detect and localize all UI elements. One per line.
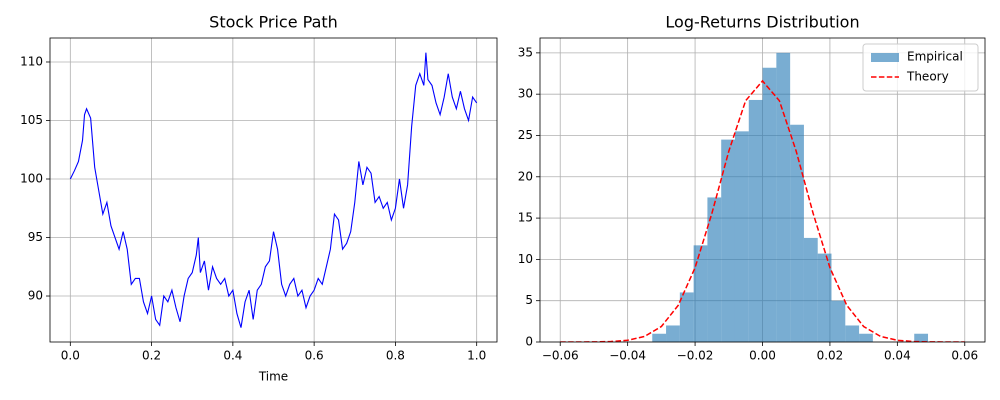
chart-title: Log-Returns Distribution [665,13,859,32]
x-tick-label: 0.0 [61,349,80,363]
histogram-bar [831,300,846,342]
y-tick-label: 15 [518,211,533,225]
y-tick-label: 5 [525,293,533,307]
y-tick-label: 100 [20,172,43,186]
y-tick-label: 105 [20,113,43,127]
y-tick-label: 30 [518,87,533,101]
histogram-bar [652,333,667,342]
histogram-bar [693,245,708,342]
legend-label: Theory [906,70,949,84]
chart-title: Stock Price Path [209,13,338,32]
histogram-bar [776,52,791,342]
x-tick-label: −0.06 [542,349,579,363]
y-tick-label: 10 [518,252,533,266]
x-tick-label: −0.02 [677,349,714,363]
histogram-bar [721,139,735,342]
x-tick-label: 0.06 [951,349,978,363]
x-axis-label: Time [258,370,288,384]
legend-swatch [871,53,899,62]
histogram-bar [845,325,860,342]
legend: Empirical Theory [862,43,979,92]
theory-line [560,79,965,342]
y-tick-label: 0 [525,335,533,349]
grid [50,38,497,342]
y-tick-label: 20 [518,169,533,183]
histogram-bar [790,124,804,342]
y-tick-label: 110 [20,54,43,68]
y-tick-label: 95 [28,230,43,244]
axes-frame [49,37,498,343]
axes-frame [539,37,986,343]
subplot: Stock Price Path Time 0.0 0.2 0.4 0.6 0.8 1.0 90… [20,13,498,384]
histogram-bar [734,131,749,342]
y-tick-label: 90 [28,289,43,303]
histogram-bar [803,237,818,342]
x-tick-label: 1.0 [467,349,486,363]
plot-area [69,52,478,328]
histogram-bar [859,333,873,342]
histogram-bar [666,325,680,342]
x-tick-label: 0.00 [749,349,776,363]
histogram-bar [817,253,832,342]
x-tick-label: 0.2 [142,349,161,363]
x-tick-label: 0.04 [884,349,911,363]
y-tick-label: 25 [518,128,533,142]
histogram-bar [748,99,763,342]
x-tick-label: 0.8 [386,349,405,363]
histogram-bar [762,67,777,342]
y-tick-label: 35 [518,45,533,59]
histogram-bar [914,333,929,342]
price-line [69,52,478,328]
x-tick-label: 0.4 [223,349,242,363]
histogram-bar [707,197,722,342]
histogram-bar [679,292,694,342]
legend-label: Empirical [907,50,963,64]
x-tick-label: 0.02 [817,349,844,363]
x-tick-label: −0.04 [609,349,646,363]
plot-area [560,52,965,342]
x-tick-label: 0.6 [305,349,324,363]
subplot: Log-Returns Distribution −0.06 −0.04 −0.02 0… [518,13,986,363]
